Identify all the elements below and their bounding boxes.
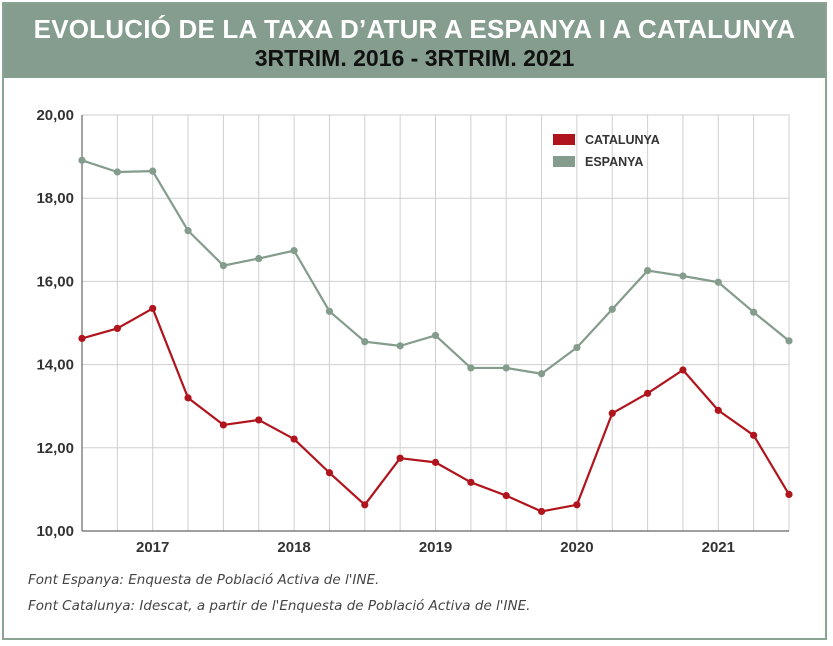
data-point-espanya <box>219 261 227 270</box>
data-point-espanya <box>184 227 192 235</box>
data-point-espanya <box>537 370 546 378</box>
data-point-catalunya <box>644 389 652 397</box>
data-point-catalunya <box>149 304 157 313</box>
y-tick-label: 18,00 <box>36 190 74 207</box>
y-tick-label: 10,00 <box>36 523 74 540</box>
data-point-espanya <box>290 247 298 255</box>
data-point-catalunya <box>573 501 581 509</box>
data-point-espanya <box>113 168 121 176</box>
legend-swatch-espanya <box>553 156 575 167</box>
data-point-catalunya <box>679 366 687 374</box>
legend-label-catalunya: CATALUNYA <box>585 133 660 147</box>
data-point-catalunya <box>113 324 121 333</box>
data-point-espanya <box>78 156 86 164</box>
chart-frame: EVOLUCIÓ DE LA TAXA D’ATUR A ESPANYA I A… <box>2 2 827 640</box>
source-note-catalunya: Font Catalunya: Idescat, a partir de l'E… <box>28 598 531 614</box>
data-point-espanya <box>396 342 404 350</box>
data-point-catalunya <box>608 409 616 417</box>
data-point-catalunya <box>78 334 86 342</box>
legend-label-espanya: ESPANYA <box>585 155 643 169</box>
data-point-catalunya <box>255 416 263 424</box>
data-point-catalunya <box>184 394 192 402</box>
x-tick-label: 2018 <box>277 539 310 556</box>
y-tick-label: 12,00 <box>36 440 74 457</box>
x-tick-label: 2019 <box>419 539 452 556</box>
y-tick-label: 14,00 <box>36 357 74 374</box>
data-point-espanya <box>785 337 793 345</box>
x-tick-label: 2021 <box>702 539 735 556</box>
chart-title: EVOLUCIÓ DE LA TAXA D’ATUR A ESPANYA I A… <box>33 14 796 44</box>
data-point-catalunya <box>290 435 298 443</box>
y-tick-label: 20,00 <box>36 107 74 124</box>
data-point-catalunya <box>431 458 440 466</box>
data-point-espanya <box>361 338 369 346</box>
data-point-espanya <box>608 305 616 313</box>
data-point-espanya <box>714 278 722 286</box>
data-point-espanya <box>431 331 440 340</box>
data-point-catalunya <box>467 478 475 486</box>
data-point-catalunya <box>396 454 404 462</box>
y-tick-label: 16,00 <box>36 273 74 290</box>
data-point-espanya <box>325 307 334 315</box>
legend-swatch-catalunya <box>553 134 575 145</box>
data-point-espanya <box>679 272 687 280</box>
source-note-espanya: Font Espanya: Enquesta de Població Activ… <box>28 572 380 588</box>
data-point-catalunya <box>361 501 369 509</box>
data-point-espanya <box>750 308 758 316</box>
data-point-espanya <box>467 364 475 372</box>
data-point-espanya <box>255 254 263 263</box>
chart-header: EVOLUCIÓ DE LA TAXA D’ATUR A ESPANYA I A… <box>4 4 825 78</box>
x-tick-label: 2020 <box>560 539 593 556</box>
data-point-espanya <box>573 343 581 352</box>
data-point-catalunya <box>785 490 793 498</box>
data-point-catalunya <box>714 406 722 414</box>
data-point-espanya <box>149 167 157 175</box>
data-point-catalunya <box>750 431 758 439</box>
chart-subtitle: 3RTRIM. 2016 - 3RTRIM. 2021 <box>254 45 575 71</box>
data-point-catalunya <box>502 492 510 500</box>
data-point-espanya <box>502 364 510 372</box>
data-point-catalunya <box>325 469 334 477</box>
data-point-catalunya <box>537 507 546 516</box>
data-point-espanya <box>644 266 652 275</box>
data-point-catalunya <box>219 421 227 429</box>
x-tick-label: 2017 <box>136 539 169 556</box>
